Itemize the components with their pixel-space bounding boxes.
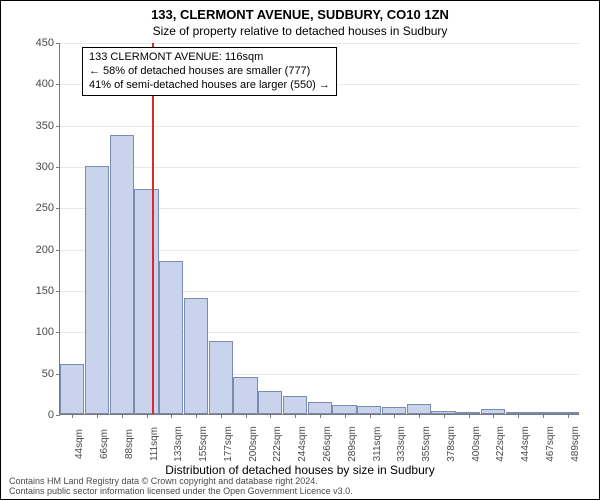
annotation-line: 41% of semi-detached houses are larger (… xyxy=(89,79,330,93)
xtick-mark xyxy=(493,414,494,418)
bar xyxy=(110,135,134,414)
xtick-mark xyxy=(122,414,123,418)
bar xyxy=(283,396,307,414)
bar xyxy=(60,364,84,414)
xtick-mark xyxy=(246,414,247,418)
ytick-label: 450 xyxy=(36,37,60,49)
xtick-mark xyxy=(295,414,296,418)
reference-line xyxy=(152,43,154,414)
bar xyxy=(357,406,381,414)
ytick-label: 250 xyxy=(36,202,60,214)
bar xyxy=(184,298,208,414)
bar xyxy=(209,341,233,414)
xtick-mark xyxy=(171,414,172,418)
xtick-mark xyxy=(345,414,346,418)
ytick-label: 150 xyxy=(36,285,60,297)
xtick-label: 266sqm xyxy=(320,426,333,462)
xtick-mark xyxy=(469,414,470,418)
xtick-label: 355sqm xyxy=(419,426,432,462)
xtick-mark xyxy=(270,414,271,418)
xtick-mark xyxy=(72,414,73,418)
xtick-label: 333sqm xyxy=(394,426,407,462)
bar xyxy=(134,189,158,414)
xtick-label: 489sqm xyxy=(568,426,581,462)
bar xyxy=(233,377,257,414)
bar xyxy=(159,261,183,414)
xtick-label: 289sqm xyxy=(345,426,358,462)
xtick-label: 444sqm xyxy=(518,426,531,462)
xtick-mark xyxy=(444,414,445,418)
chart-subtitle: Size of property relative to detached ho… xyxy=(1,22,599,38)
xtick-mark xyxy=(196,414,197,418)
xtick-label: 467sqm xyxy=(543,426,556,462)
bar xyxy=(258,391,282,414)
gridline-h xyxy=(60,167,579,168)
bar xyxy=(382,407,406,414)
footnote-line2: Contains public sector information licen… xyxy=(9,486,353,496)
xtick-mark xyxy=(320,414,321,418)
annotation-line: ← 58% of detached houses are smaller (77… xyxy=(89,65,330,79)
xtick-label: 222sqm xyxy=(270,426,283,462)
bar xyxy=(332,405,356,414)
xtick-mark xyxy=(97,414,98,418)
xtick-mark xyxy=(419,414,420,418)
gridline-h xyxy=(60,43,579,44)
ytick-label: 50 xyxy=(42,368,60,380)
ytick-label: 0 xyxy=(48,409,60,421)
ytick-label: 350 xyxy=(36,120,60,132)
xtick-label: 44sqm xyxy=(72,429,85,459)
xtick-label: 155sqm xyxy=(196,426,209,462)
gridline-h xyxy=(60,126,579,127)
xtick-label: 88sqm xyxy=(122,429,135,459)
xtick-mark xyxy=(394,414,395,418)
chart-title: 133, CLERMONT AVENUE, SUDBURY, CO10 1ZN xyxy=(1,1,599,22)
ytick-label: 200 xyxy=(36,244,60,256)
xtick-label: 311sqm xyxy=(370,427,383,462)
xtick-label: 400sqm xyxy=(469,426,482,462)
annotation-line: 133 CLERMONT AVENUE: 116sqm xyxy=(89,51,330,65)
xtick-mark xyxy=(518,414,519,418)
xtick-label: 177sqm xyxy=(221,426,234,462)
xtick-mark xyxy=(543,414,544,418)
xtick-mark xyxy=(370,414,371,418)
footnote: Contains HM Land Registry data © Crown c… xyxy=(9,477,353,497)
ytick-label: 400 xyxy=(36,78,60,90)
xtick-label: 422sqm xyxy=(493,426,506,462)
chart-container: 133, CLERMONT AVENUE, SUDBURY, CO10 1ZN … xyxy=(0,0,600,500)
footnote-line1: Contains HM Land Registry data © Crown c… xyxy=(9,476,318,486)
ytick-label: 300 xyxy=(36,161,60,173)
xtick-mark xyxy=(568,414,569,418)
annotation-box: 133 CLERMONT AVENUE: 116sqm← 58% of deta… xyxy=(82,47,337,96)
xtick-label: 378sqm xyxy=(444,426,457,462)
xtick-label: 200sqm xyxy=(246,426,259,462)
xtick-label: 133sqm xyxy=(171,426,184,462)
x-axis-label: Distribution of detached houses by size … xyxy=(1,463,599,477)
plot-area: 05010015020025030035040045044sqm66sqm88s… xyxy=(59,43,579,415)
ytick-label: 100 xyxy=(36,326,60,338)
xtick-label: 66sqm xyxy=(97,429,110,459)
xtick-mark xyxy=(221,414,222,418)
bar xyxy=(407,404,431,414)
xtick-label: 111sqm xyxy=(147,427,160,461)
bar xyxy=(308,402,332,414)
xtick-mark xyxy=(147,414,148,418)
bar xyxy=(85,166,109,414)
xtick-label: 244sqm xyxy=(295,426,308,462)
